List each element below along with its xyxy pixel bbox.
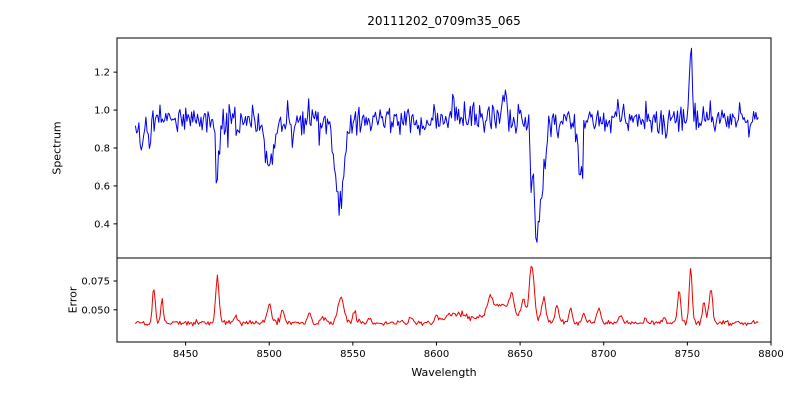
x-tick-label: 8750: [675, 349, 700, 360]
spectrum-y-tick-label: 0.4: [94, 219, 110, 230]
x-tick-label: 8600: [424, 349, 449, 360]
plot-title: 20111202_0709m35_065: [367, 14, 521, 28]
error-panel-frame: [116, 257, 772, 343]
spectrum-line: [134, 47, 759, 243]
spectrum-y-tick-label: 0.6: [94, 181, 110, 192]
x-tick-label: 8550: [340, 349, 365, 360]
x-tick-label: 8700: [591, 349, 616, 360]
x-tick-label: 8500: [256, 349, 281, 360]
spectrum-y-tick-label: 1.0: [94, 106, 110, 117]
x-tick-label: 8800: [758, 349, 783, 360]
spectrum-y-tick-label: 1.2: [94, 68, 110, 79]
error-y-tick-label: 0.075: [81, 277, 110, 288]
error-line: [135, 265, 759, 327]
error-y-tick-label: 0.050: [81, 305, 110, 316]
spectrum-y-tick-label: 0.8: [94, 144, 110, 155]
x-tick-label: 8450: [173, 349, 198, 360]
x-axis-label: Wavelength: [411, 366, 477, 379]
x-tick-label: 8650: [507, 349, 532, 360]
